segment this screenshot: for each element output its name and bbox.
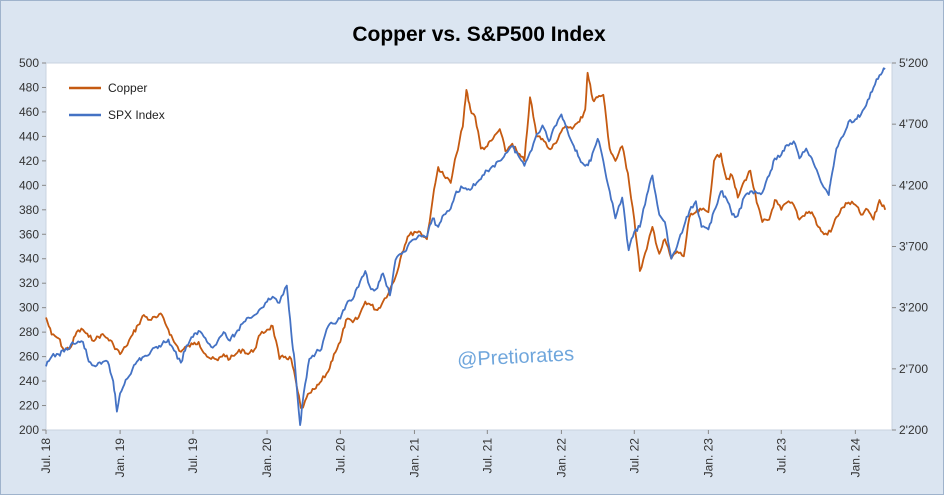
left-tick-label: 500 (19, 56, 39, 70)
left-tick-label: 300 (19, 301, 39, 315)
left-tick-label: 400 (19, 178, 39, 192)
plot-area (45, 62, 893, 431)
x-tick-label: Jul. 18 (39, 438, 53, 474)
right-tick-label: 2'700 (899, 362, 928, 376)
chart-title: Copper vs. S&P500 Index (352, 23, 606, 46)
left-tick-label: 340 (19, 252, 39, 266)
series-line-spx (45, 67, 886, 426)
legend-label-spx: SPX Index (108, 108, 165, 122)
right-tick-label: 4'200 (899, 178, 928, 192)
x-tick-label: Jul. 19 (186, 438, 200, 474)
right-y-axis: 2'200 2'700 3'200 3'700 4'200 4'700 5'200 (892, 56, 928, 437)
series-line-copper (45, 71, 887, 409)
left-y-axis: 200 220 240 260 280 300 320 340 360 380 400 420 440 4… (19, 56, 46, 437)
left-tick-label: 240 (19, 374, 39, 388)
x-tick-label: Jan. 23 (701, 438, 715, 478)
left-tick-label: 480 (19, 80, 39, 94)
right-tick-label: 3'200 (899, 301, 928, 315)
right-tick-label: 2'200 (899, 423, 928, 437)
left-tick-label: 460 (19, 105, 39, 119)
x-tick-label: Jul. 21 (480, 438, 494, 474)
series-layer (45, 67, 887, 426)
right-tick-label: 4'700 (899, 117, 928, 131)
right-tick-label: 5'200 (899, 56, 928, 70)
legend-label-copper: Copper (108, 81, 147, 95)
x-tick-label: Jan. 24 (848, 438, 862, 478)
left-tick-label: 200 (19, 423, 39, 437)
x-tick-label: Jan. 22 (554, 438, 568, 478)
left-tick-label: 360 (19, 227, 39, 241)
left-tick-label: 380 (19, 203, 39, 217)
x-axis: Jul. 18 Jan. 19 Jul. 19 Jan. 20 Jul. 20 Jan. … (39, 430, 862, 477)
right-tick-label: 3'700 (899, 240, 928, 254)
legend: Copper SPX Index (69, 81, 165, 122)
x-tick-label: Jul. 23 (774, 438, 788, 474)
left-tick-label: 260 (19, 350, 39, 364)
left-tick-label: 420 (19, 154, 39, 168)
x-tick-label: Jan. 21 (407, 438, 421, 478)
left-tick-label: 320 (19, 276, 39, 290)
left-tick-label: 220 (19, 399, 39, 413)
x-tick-label: Jan. 19 (113, 438, 127, 478)
x-tick-label: Jul. 22 (627, 438, 641, 474)
x-tick-label: Jul. 20 (333, 438, 347, 474)
left-tick-label: 280 (19, 325, 39, 339)
left-tick-label: 440 (19, 129, 39, 143)
x-tick-label: Jan. 20 (260, 438, 274, 478)
